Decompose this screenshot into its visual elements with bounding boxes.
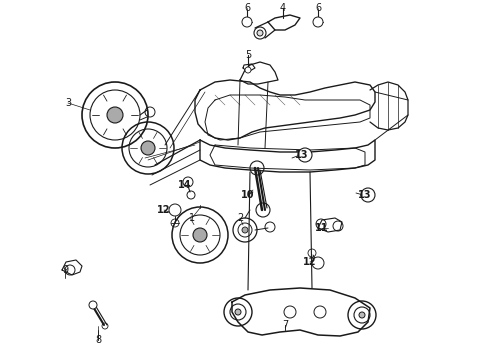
Circle shape: [183, 177, 193, 187]
Circle shape: [298, 148, 312, 162]
Text: 3: 3: [65, 98, 71, 108]
Circle shape: [235, 309, 241, 315]
Circle shape: [313, 17, 323, 27]
Text: 11: 11: [315, 223, 329, 233]
Circle shape: [193, 228, 207, 242]
Text: 12: 12: [303, 257, 317, 267]
Circle shape: [245, 67, 251, 73]
Text: 9: 9: [62, 265, 68, 275]
Circle shape: [242, 17, 252, 27]
Text: 2: 2: [237, 213, 243, 223]
Circle shape: [107, 107, 123, 123]
Text: 12: 12: [157, 205, 171, 215]
Circle shape: [359, 312, 365, 318]
Text: 14: 14: [178, 180, 192, 190]
Circle shape: [169, 204, 181, 216]
Circle shape: [257, 30, 263, 36]
Circle shape: [361, 188, 375, 202]
Circle shape: [312, 257, 324, 269]
Circle shape: [242, 227, 248, 233]
Text: 10: 10: [241, 190, 255, 200]
Text: 6: 6: [315, 3, 321, 13]
Text: 1: 1: [189, 213, 195, 223]
Text: 7: 7: [282, 320, 288, 330]
Text: 5: 5: [245, 50, 251, 60]
Text: 8: 8: [95, 335, 101, 345]
Circle shape: [141, 141, 155, 155]
Text: 13: 13: [358, 190, 372, 200]
Text: 4: 4: [280, 3, 286, 13]
Text: 6: 6: [244, 3, 250, 13]
Circle shape: [89, 301, 97, 309]
Text: 13: 13: [295, 150, 309, 160]
